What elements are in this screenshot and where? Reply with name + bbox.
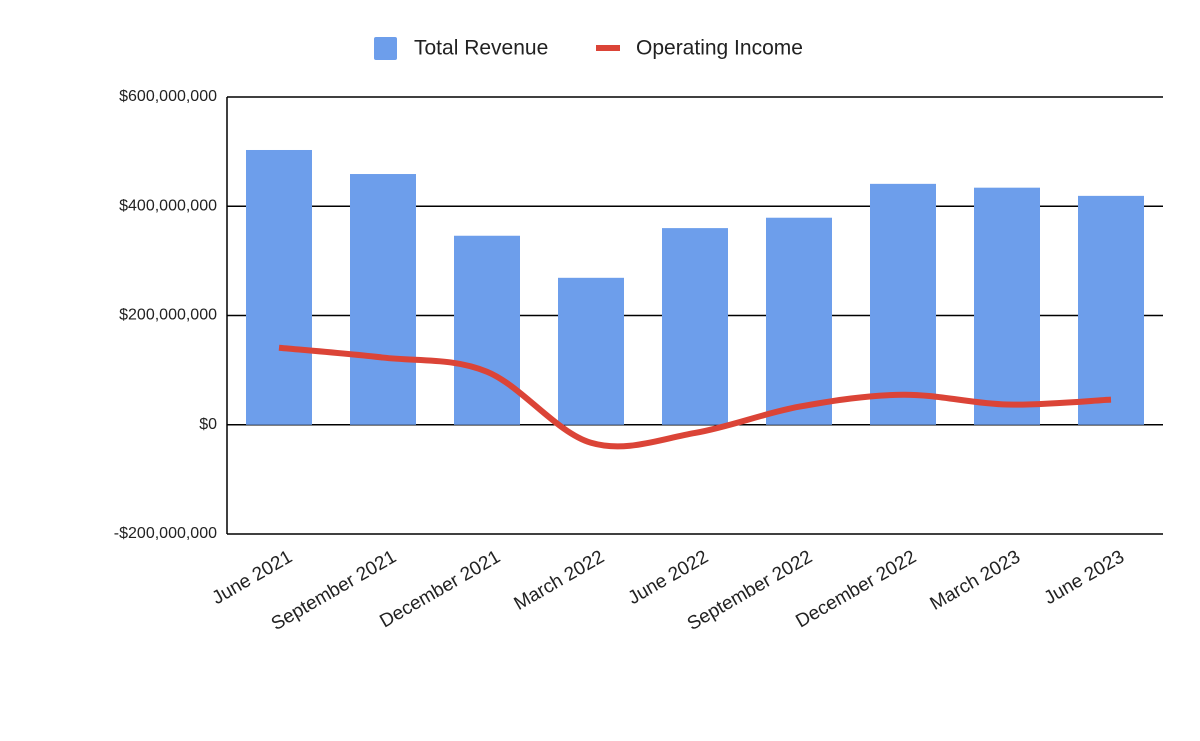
- x-tick-label: June 2021: [209, 546, 296, 609]
- bar: [246, 149, 312, 425]
- legend-label: Operating Income: [636, 37, 803, 60]
- y-tick-label: $600,000,000: [119, 88, 217, 105]
- bar: [558, 277, 624, 425]
- bar: [454, 235, 520, 425]
- x-tick-label: March 2022: [511, 546, 608, 614]
- bar: [974, 187, 1040, 425]
- bar: [662, 228, 728, 425]
- bar: [350, 174, 416, 425]
- x-tick-label: June 2023: [1041, 546, 1128, 609]
- legend-label: Total Revenue: [414, 37, 548, 60]
- y-tick-label: $200,000,000: [119, 307, 217, 324]
- bar: [766, 217, 832, 425]
- y-tick-label: $400,000,000: [119, 197, 217, 214]
- y-tick-label: -$200,000,000: [114, 525, 217, 542]
- y-tick-label: $0: [199, 416, 217, 433]
- bar: [870, 183, 936, 425]
- line: [278, 344, 1112, 450]
- bar: [1078, 195, 1144, 425]
- x-tick-label: June 2022: [625, 546, 712, 609]
- legend-swatch: [374, 37, 397, 60]
- x-tick-label: March 2023: [927, 546, 1024, 614]
